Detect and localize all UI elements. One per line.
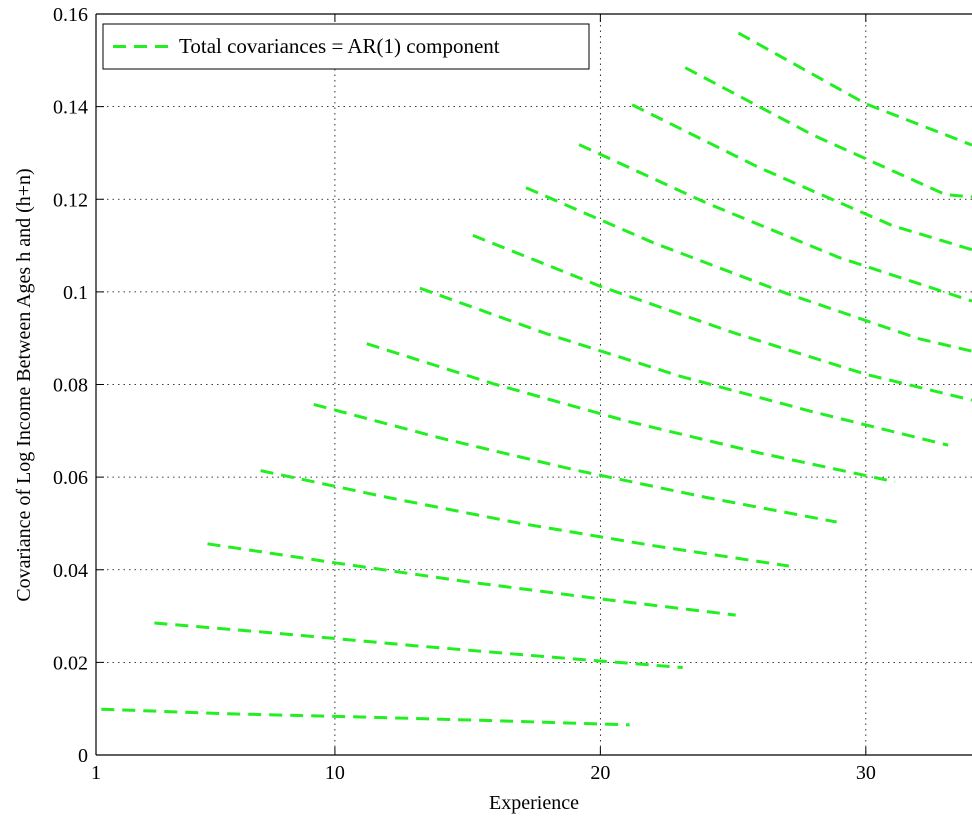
legend-label: Total covariances = AR(1) component [179,34,500,58]
series-line-1 [101,707,630,727]
series-line-4 [260,469,790,568]
y-tick-label: 0 [78,745,88,767]
series-line-6 [366,342,896,484]
series-layer [101,31,972,727]
y-tick-label: 0.06 [53,467,88,489]
x-tick-label: 30 [856,762,876,784]
x-tick-label: 20 [590,762,610,784]
series-line-7 [419,286,949,447]
legend-box [102,23,590,70]
y-tick-label: 0.1 [63,282,88,304]
series-line-2 [154,621,683,669]
series-line-10 [578,143,972,303]
series-line-8 [472,234,972,402]
series-line-3 [207,542,736,617]
series-line-5 [313,402,837,524]
y-axis-label: Covariance of Log Income Between Ages h … [13,168,35,601]
ticks: 1 10 20 30 0 0.02 0.04 0.06 0.08 0.1 0.12 0.14 0.16 [53,4,876,784]
y-tick-label: 0.04 [53,560,88,582]
y-tick-label: 0.02 [53,652,88,674]
y-tick-label: 0.16 [53,4,88,26]
y-tick-label: 0.12 [53,189,88,211]
x-tick-label: 10 [325,762,345,784]
series-line-9 [525,186,972,353]
y-tick-label: 0.08 [53,375,88,397]
series-line-11 [631,103,972,252]
plot-background [96,14,972,755]
y-tick-label: 0.14 [53,97,88,119]
legend: Total covariances = AR(1) component [102,23,590,70]
series-line-13 [737,31,972,147]
series-line-12 [684,66,972,199]
x-axis-label: Experience [489,792,579,814]
x-tick-label: 1 [91,762,101,784]
